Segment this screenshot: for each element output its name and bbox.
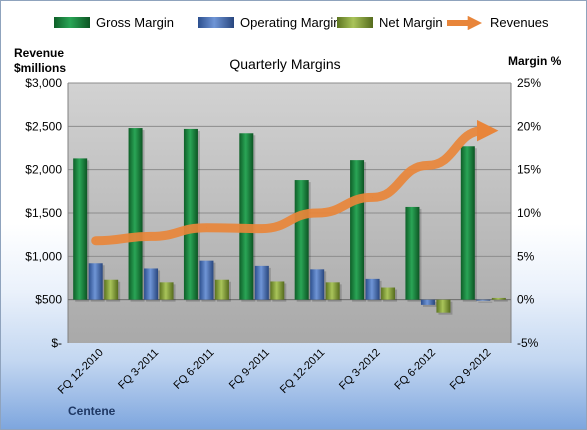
chart-title: Quarterly Margins (229, 56, 340, 72)
bar-marks (73, 128, 508, 315)
left-tick-label: $1,000 (25, 249, 62, 263)
net-margin-bar-shadow (493, 299, 508, 302)
gross-margin-bar (73, 158, 88, 300)
net-margin-bar (325, 282, 340, 300)
net-margin-bar (491, 297, 506, 300)
category-label: FQ 6-2012 (392, 347, 438, 393)
net-margin-bar (159, 282, 174, 300)
gross-margin-bar (183, 128, 198, 300)
category-label: FQ 3-2011 (116, 347, 161, 392)
left-tick-label: $- (51, 336, 62, 350)
net-margin-bar (104, 279, 119, 300)
legend-swatch-operating-margin (198, 17, 234, 28)
revenue-point (205, 227, 207, 229)
category-labels: FQ 12-2010 FQ 3-2011 FQ 6-2011 FQ 9-2011 FQ … (56, 347, 494, 397)
gross-margin-bar (405, 206, 420, 300)
category-label: FQ 6-2011 (171, 347, 216, 392)
revenue-point (427, 164, 429, 166)
category-label: FQ 3-2012 (337, 347, 383, 393)
left-tick-label: $2,000 (25, 163, 62, 177)
net-margin-bar (381, 287, 396, 300)
operating-margin-bar (420, 299, 435, 305)
gross-margin-bar (239, 133, 254, 300)
revenue-line (91, 119, 499, 246)
revenue-point (95, 240, 97, 242)
legend: Gross Margin Operating Margin Net Margin… (54, 15, 549, 31)
right-tick-label: -5% (517, 336, 539, 350)
operating-margin-bar (199, 260, 214, 300)
legend-label-gross-margin: Gross Margin (96, 15, 174, 30)
right-axis-title: Margin % (508, 54, 562, 68)
gross-margin-bar (350, 160, 365, 300)
operating-margin-bar (144, 268, 159, 300)
left-axis-title-line2: $millions (14, 61, 66, 75)
company-label: Centene (68, 404, 116, 418)
category-label: FQ 12-2011 (278, 347, 327, 396)
left-tick-label: $3,000 (25, 76, 62, 90)
gross-margin-bar (460, 146, 475, 300)
right-tick-label: 15% (517, 163, 541, 177)
right-tick-label: 25% (517, 76, 541, 90)
legend-swatch-net-margin (337, 17, 373, 28)
legend-label-net-margin: Net Margin (379, 15, 443, 30)
left-axis-title-line1: Revenue (14, 46, 64, 60)
operating-margin-bar (254, 265, 269, 300)
operating-margin-bar (365, 278, 380, 300)
left-tick-label: $1,500 (25, 206, 62, 220)
right-tick-label: 10% (517, 206, 541, 220)
net-margin-bar (270, 281, 285, 300)
right-tick-label: 5% (517, 249, 535, 263)
gross-margin-bar (128, 128, 143, 300)
left-axis-ticks: $- $500 $1,000 $1,500 $2,000 $2,500 $3,000 (25, 76, 62, 350)
left-tick-label: $2,500 (25, 119, 62, 133)
legend-label-operating-margin: Operating Margin (240, 15, 340, 30)
category-label: FQ 9-2012 (448, 347, 494, 393)
operating-margin-bar (476, 299, 491, 301)
revenue-point (372, 196, 374, 198)
left-tick-label: $500 (35, 293, 62, 307)
operating-margin-bar-shadow (478, 301, 493, 303)
right-tick-label: 20% (517, 119, 541, 133)
revenue-point (482, 130, 484, 132)
net-margin-bar (214, 279, 229, 300)
net-margin-bar (436, 299, 451, 313)
revenue-point (316, 212, 318, 214)
operating-margin-bar (88, 263, 103, 300)
revenue-point (261, 228, 263, 230)
category-label: FQ 9-2011 (227, 347, 272, 392)
category-label: FQ 12-2010 (56, 347, 106, 397)
right-tick-label: 0% (517, 293, 535, 307)
legend-swatch-gross-margin (54, 17, 90, 28)
right-axis-ticks: -5% 0% 5% 10% 15% 20% 25% (517, 76, 541, 350)
gross-margin-bar (294, 180, 309, 300)
operating-margin-bar (310, 269, 325, 300)
revenue-point (150, 235, 152, 237)
legend-label-revenues: Revenues (490, 15, 549, 30)
